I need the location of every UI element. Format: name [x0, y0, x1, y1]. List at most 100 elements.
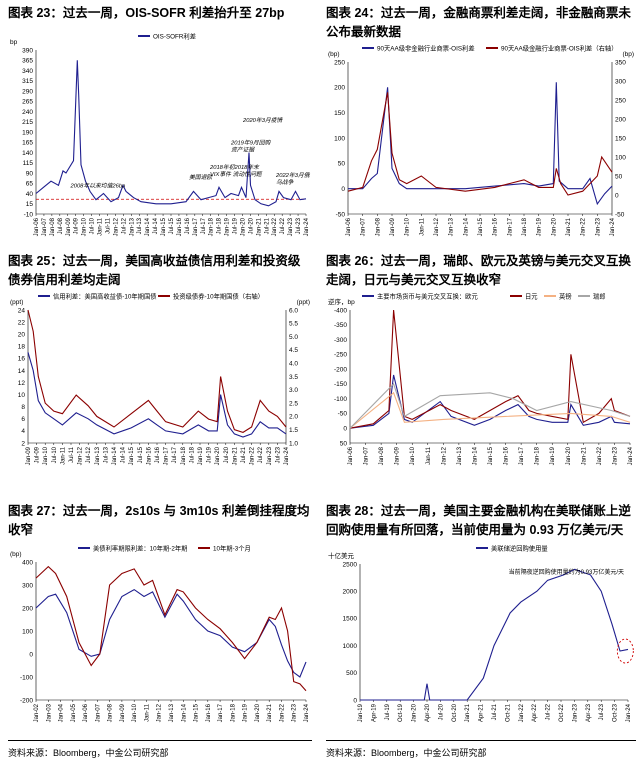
x-tick-label: Jan-10	[410, 446, 416, 465]
x-tick-label: Jan-08	[379, 446, 385, 465]
x-tick-label: Jan-18	[181, 446, 187, 465]
x-tick-label: Jan-19	[550, 446, 556, 465]
x-tick-label: Jul-11	[105, 217, 111, 234]
footer-rule-left	[8, 740, 312, 741]
series-line	[27, 309, 287, 434]
x-tick-label: Jan-10	[43, 446, 49, 465]
y-tick-label: -150	[334, 381, 347, 388]
chart-title: 图表 23：过去一周，OIS-SOFR 利差抬升至 27bp	[8, 6, 285, 20]
x-tick-label: Jul-15	[138, 446, 144, 463]
y-tick-label-right: 1.5	[289, 427, 298, 434]
x-tick-label: Jan-22	[250, 446, 256, 465]
y-tick-label: -400	[334, 307, 347, 314]
x-tick-label: Jan-19	[358, 703, 364, 722]
x-tick-label: Jan-24	[610, 217, 616, 236]
y-tick-label: 250	[334, 59, 345, 66]
y-tick-label: 100	[334, 135, 345, 142]
x-tick-label: Jan-07	[42, 217, 48, 236]
y-tick-label: 390	[22, 47, 33, 54]
x-tick-label: Oct-21	[505, 703, 511, 722]
series-line	[348, 82, 613, 206]
y-tick-label: 115	[23, 160, 34, 167]
x-tick-label: Jan-12	[157, 703, 163, 722]
x-tick-label: Jul-17	[172, 446, 178, 463]
y-tick-label: 340	[22, 68, 33, 75]
series-line	[360, 568, 629, 701]
y-tick-label: 0	[343, 426, 347, 433]
y-tick-label: 290	[22, 88, 33, 95]
x-tick-label: Jan-13	[169, 703, 175, 722]
x-tick-label: Apr-19	[371, 703, 377, 722]
x-tick-label: Jul-21	[264, 217, 270, 234]
annotation-text: VIX事件 流动性问题	[210, 171, 263, 178]
y-tick-label-right: 1.0	[289, 440, 298, 447]
x-tick-label: Jan-16	[146, 446, 152, 465]
x-tick-label: Jul-19	[233, 217, 239, 234]
x-tick-label: Jul-18	[217, 217, 223, 234]
annotation-text: 2019年9月回购	[230, 139, 272, 146]
x-tick-label: Jan-15	[161, 217, 167, 236]
x-tick-label: Jul-20	[438, 703, 444, 720]
x-tick-label: Jan-22	[279, 703, 285, 722]
x-tick-label: Jan-10	[405, 217, 411, 236]
x-tick-label: Jan-23	[267, 446, 273, 465]
x-tick-label: Jan-24	[628, 446, 634, 465]
x-tick-label: Jan-08	[50, 217, 56, 236]
y-tick-label: 300	[22, 582, 33, 589]
x-tick-label: Jul-23	[296, 217, 302, 234]
y-tick-label: 4	[21, 428, 25, 435]
x-tick-label: Jan-05	[71, 703, 77, 722]
y-tick-label: 12	[18, 380, 26, 387]
legend-label: 美联储逆回购使用量	[491, 543, 548, 552]
y-tick-label: 6	[21, 416, 25, 423]
y-tick-label: 165	[22, 140, 33, 147]
y-tick-label: 18	[18, 344, 26, 351]
series-line	[27, 352, 287, 438]
x-tick-label: Jan-21	[267, 703, 273, 722]
y-tick-label: 20	[18, 331, 26, 338]
x-tick-label: Jan-14	[112, 446, 118, 465]
y-tick-label-right: 6.0	[289, 307, 298, 314]
annotation-text: 2018年初2018年末	[209, 164, 260, 171]
x-tick-label: Jan-18	[209, 217, 215, 236]
series-line	[35, 565, 307, 692]
series-line	[35, 60, 307, 207]
x-tick-label: Jan-17	[164, 446, 170, 465]
x-tick-label: Jan-13	[95, 446, 101, 465]
x-tick-label: Jan-15	[478, 217, 484, 236]
x-tick-label: Jan-12	[78, 446, 84, 465]
x-tick-label: Jan-06	[346, 217, 352, 236]
x-tick-label: Oct-22	[559, 703, 565, 722]
x-tick-label: Jan-15	[488, 446, 494, 465]
chart-27: (bp) -200 -100 0 100 200 300 400 Jan-02 Jan-03 Jan…	[10, 543, 310, 722]
y-tick-label-right: 5.5	[289, 321, 298, 328]
y-tick-label-right: -50	[615, 211, 625, 218]
x-tick-label: Jul-23	[275, 446, 281, 463]
y-tick-label-right: 5.0	[289, 334, 298, 341]
x-tick-label: Jan-12	[113, 217, 119, 236]
x-tick-label: Jul-22	[546, 703, 552, 720]
y-tick-label: 400	[22, 559, 33, 566]
x-tick-label: Jan-06	[83, 703, 89, 722]
series-line	[349, 309, 631, 429]
series-line	[347, 92, 613, 196]
y-tick-label: 1500	[343, 616, 358, 623]
x-tick-label: Jan-23	[595, 217, 601, 236]
y-tick-label: 2	[21, 440, 25, 447]
x-tick-label: Jul-18	[189, 446, 195, 463]
x-tick-label: Jan-21	[256, 217, 262, 236]
x-tick-label: Jan-14	[181, 703, 187, 722]
x-tick-label: Jul-19	[207, 446, 213, 463]
y-tick-label: -300	[334, 337, 347, 344]
y-tick-label: -350	[334, 322, 347, 329]
y-tick-label: 200	[334, 85, 345, 92]
x-tick-label: Jan-24	[626, 703, 632, 722]
x-tick-label: Jan-20	[255, 703, 261, 722]
x-tick-label: Jan-14	[145, 217, 151, 236]
x-tick-label: Jan-11	[419, 217, 425, 236]
y-tick-label-right: 4.0	[289, 361, 298, 368]
x-tick-label: Jan-11	[60, 446, 66, 465]
legend-label: 英镑	[559, 292, 572, 300]
x-tick-label: Jul-20	[224, 446, 230, 463]
x-tick-label: Jan-13	[449, 217, 455, 236]
